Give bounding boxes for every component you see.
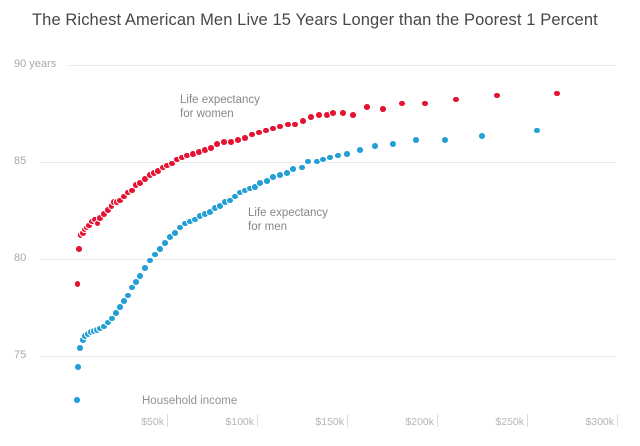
data-point-men [176, 223, 184, 232]
data-point-men [112, 309, 120, 317]
data-point-women [315, 111, 323, 119]
data-point-women [452, 95, 460, 104]
data-point-women [307, 113, 315, 121]
data-point-men [116, 303, 124, 311]
data-point-men [128, 283, 136, 292]
data-point-women [398, 99, 406, 108]
data-point-men [356, 146, 364, 154]
x-axis-label-150k: $150k [315, 416, 344, 428]
data-point-men [206, 208, 214, 216]
data-point-men [104, 318, 112, 327]
data-point-men [298, 163, 306, 172]
data-point-men [371, 142, 379, 150]
data-point-women [116, 196, 124, 205]
y-axis-label-75: 75 [14, 349, 27, 361]
data-point-men [191, 215, 199, 224]
data-point-men [74, 363, 82, 371]
data-point-men [151, 250, 159, 259]
data-point-men [171, 229, 179, 238]
data-point-women [379, 105, 387, 113]
data-point-men [141, 264, 149, 272]
chart-title: The Richest American Men Live 15 Years L… [32, 11, 598, 29]
data-point-men [100, 322, 108, 331]
data-point-women [207, 144, 215, 152]
data-point-men [478, 132, 486, 141]
data-point-men [156, 245, 164, 253]
data-point-women [349, 111, 357, 119]
data-point-women [241, 134, 249, 142]
x-axis-tick-50k [167, 414, 168, 427]
x-axis-label-300k: $300k [585, 416, 614, 428]
data-point-men [161, 239, 169, 247]
data-point-women [136, 179, 144, 187]
data-point-women [75, 245, 83, 253]
data-point-women [363, 103, 371, 111]
data-point-women [100, 210, 108, 218]
data-point-women [493, 91, 501, 100]
data-point-men [263, 177, 271, 185]
data-point-women [141, 175, 149, 183]
y-axis-label-90: 90 years [14, 58, 57, 70]
data-point-men [334, 151, 342, 160]
data-point-men [146, 256, 154, 265]
data-point-men [120, 297, 128, 305]
data-point-men [132, 277, 140, 286]
data-point-women [291, 120, 299, 129]
data-point-men [231, 192, 239, 201]
y-axis-label-85: 85 [14, 155, 27, 167]
data-point-women [553, 89, 561, 98]
data-point-men [136, 272, 144, 280]
data-point-women [168, 159, 176, 168]
x-axis-tick-250k [527, 414, 528, 427]
data-point-women [329, 109, 337, 117]
data-point-men [283, 169, 291, 177]
data-point-women [421, 99, 429, 108]
x-axis-label-50k: $50k [141, 416, 164, 428]
gridline-85 [40, 161, 616, 163]
data-point-men [289, 165, 297, 174]
data-point-women [276, 122, 284, 131]
data-point-men [441, 136, 449, 144]
y-axis-label-80: 80 [14, 252, 27, 264]
data-point-women [128, 186, 136, 195]
x-axis-tick-300k [617, 414, 618, 427]
data-point-women [73, 279, 82, 288]
data-point-men [412, 136, 420, 144]
data-point-men [226, 196, 234, 205]
data-point-women [96, 213, 104, 222]
x-axis-title: Household income [142, 395, 238, 407]
women-series-label: Life expectancy for women [180, 94, 260, 120]
data-point-women [120, 192, 128, 201]
data-point-men [326, 153, 334, 162]
data-point-men [76, 343, 84, 352]
data-point-women [299, 116, 307, 125]
data-point-men [216, 202, 224, 210]
data-point-men [73, 396, 81, 404]
data-point-men [108, 314, 116, 323]
gridline-75 [40, 355, 616, 357]
x-axis-label-100k: $100k [225, 416, 254, 428]
x-axis-label-250k: $250k [495, 416, 524, 428]
data-point-men [124, 291, 132, 300]
data-point-men [304, 157, 312, 166]
data-point-men [343, 149, 351, 158]
x-axis-tick-150k [347, 414, 348, 427]
data-point-men [533, 126, 541, 135]
data-point-men [166, 233, 174, 241]
data-point-women [154, 167, 162, 175]
men-series-label: Life expectancy for men [248, 207, 328, 233]
data-point-women [339, 109, 347, 117]
x-axis-tick-100k [257, 414, 258, 427]
gridline-80 [40, 258, 616, 260]
x-axis-tick-200k [437, 414, 438, 427]
gridline-90 [68, 64, 616, 66]
x-axis-label-200k: $200k [405, 416, 434, 428]
data-point-men [251, 182, 259, 191]
data-point-men [389, 140, 397, 148]
